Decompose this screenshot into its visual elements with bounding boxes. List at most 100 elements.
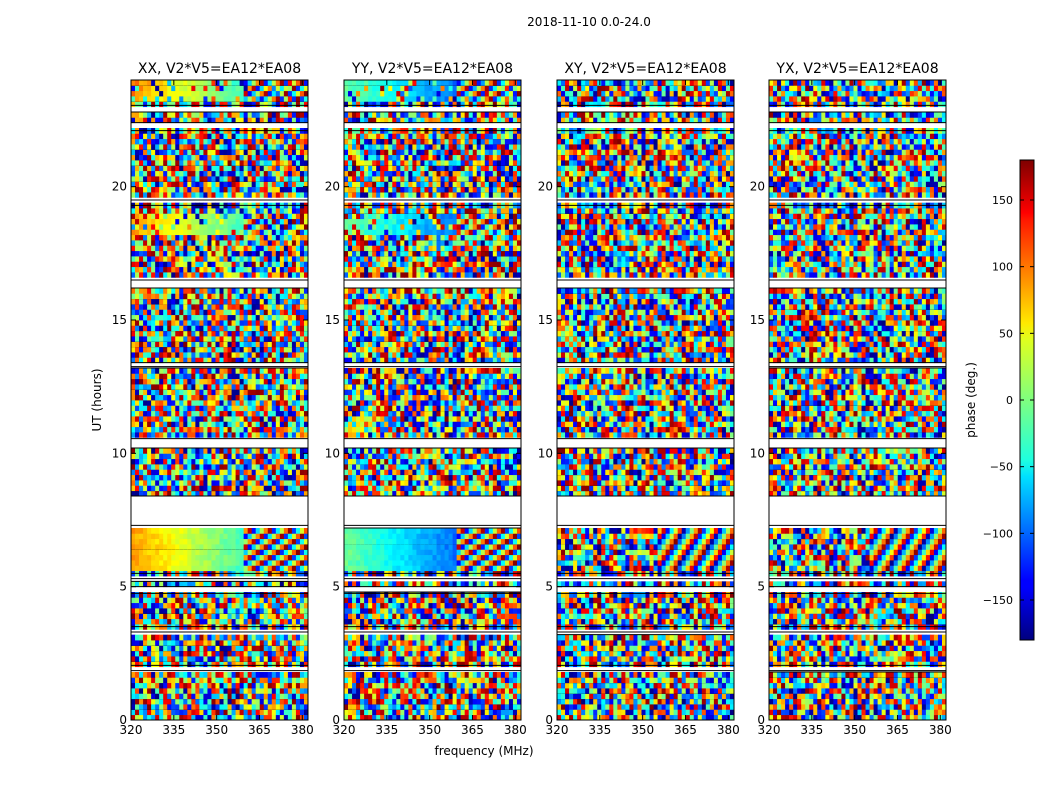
heatmap-cell <box>264 475 268 481</box>
heatmap-cell <box>183 101 187 107</box>
heatmap-cell <box>276 459 280 465</box>
heatmap-cell <box>284 448 288 454</box>
heatmap-cell <box>175 171 179 177</box>
heatmap-cell <box>211 683 215 689</box>
heatmap-cell <box>195 213 199 219</box>
heatmap-cell <box>276 411 280 417</box>
heatmap-cell <box>167 421 171 427</box>
heatmap-cell <box>195 368 199 374</box>
heatmap-cell <box>300 288 304 294</box>
heatmap-cell <box>428 699 432 705</box>
heatmap-cell <box>147 256 151 262</box>
heatmap-cell <box>155 208 159 214</box>
heatmap-cell <box>147 112 151 118</box>
heatmap-cell <box>252 341 256 347</box>
heatmap-cell <box>211 288 215 294</box>
heatmap-cell <box>139 133 143 139</box>
heatmap-cell <box>268 635 272 641</box>
heatmap-cell <box>203 288 207 294</box>
heatmap-cell <box>236 416 240 422</box>
heatmap-cell <box>428 688 432 694</box>
heatmap-cell <box>175 635 179 641</box>
heatmap-cell <box>272 160 276 166</box>
heatmap-cell <box>288 149 292 155</box>
heatmap-cell <box>195 149 199 155</box>
heatmap-cell <box>244 187 248 193</box>
heatmap-cell <box>469 688 473 694</box>
heatmap-cell <box>296 405 300 411</box>
heatmap-cell <box>300 267 304 273</box>
heatmap-cell <box>163 160 167 166</box>
heatmap-cell <box>236 405 240 411</box>
heatmap-cell <box>256 144 260 150</box>
heatmap-cell <box>183 149 187 155</box>
heatmap-cell <box>135 149 139 155</box>
heatmap-cell <box>256 229 260 235</box>
heatmap-cell <box>159 171 163 177</box>
heatmap-cell <box>147 693 151 699</box>
heatmap-cell <box>224 597 228 603</box>
heatmap-cell <box>252 272 256 278</box>
heatmap-cell <box>252 565 256 571</box>
heatmap-cell <box>135 171 139 177</box>
heatmap-cell <box>187 432 191 438</box>
heatmap-cell <box>252 373 256 379</box>
heatmap-cell <box>236 603 240 609</box>
heatmap-cell <box>288 368 292 374</box>
heatmap-cell <box>300 261 304 267</box>
heatmap-cell <box>256 272 260 278</box>
heatmap-cell <box>232 539 236 545</box>
heatmap-cell <box>240 149 244 155</box>
heatmap-cell <box>256 160 260 166</box>
heatmap-cell <box>131 709 135 715</box>
heatmap-cell <box>288 453 292 459</box>
heatmap-cell <box>260 213 264 219</box>
heatmap-cell <box>276 187 280 193</box>
heatmap-cell <box>260 192 264 198</box>
heatmap-cell <box>167 240 171 246</box>
heatmap-cell <box>240 704 244 710</box>
heatmap-cell <box>203 672 207 678</box>
heatmap-cell <box>248 149 252 155</box>
heatmap-cell <box>147 315 151 321</box>
panel-2: YY, V2*V5=EA12*EA08320 335 350 365 380051015… <box>325 61 527 737</box>
heatmap-cell <box>232 709 236 715</box>
heatmap-cell <box>424 661 428 667</box>
heatmap-cell <box>135 661 139 667</box>
heatmap-cell <box>187 485 191 491</box>
heatmap-cell <box>207 704 211 710</box>
heatmap-cell <box>155 379 159 385</box>
heatmap-cell <box>159 133 163 139</box>
heatmap-cell <box>187 352 191 358</box>
heatmap-cell <box>260 677 264 683</box>
heatmap-cell <box>232 528 236 534</box>
heatmap-cell <box>199 661 203 667</box>
heatmap-cell <box>220 304 224 310</box>
heatmap-cell <box>155 133 159 139</box>
heatmap-cell <box>300 688 304 694</box>
heatmap-cell <box>207 485 211 491</box>
heatmap-cell <box>211 427 215 433</box>
heatmap-cell <box>276 347 280 353</box>
heatmap-cell <box>135 373 139 379</box>
heatmap-cell <box>224 85 228 91</box>
heatmap-cell <box>244 96 248 102</box>
heatmap-cell <box>264 181 268 187</box>
heatmap-cell <box>155 709 159 715</box>
heatmap-cell <box>163 379 167 385</box>
heatmap-cell <box>163 213 167 219</box>
heatmap-cell <box>131 101 135 107</box>
heatmap-cell <box>252 416 256 422</box>
heatmap-cell <box>481 693 485 699</box>
heatmap-cell <box>199 608 203 614</box>
heatmap-cell <box>288 469 292 475</box>
heatmap-cell <box>224 133 228 139</box>
heatmap-cell <box>272 267 276 273</box>
heatmap-cell <box>296 176 300 182</box>
heatmap-cell <box>272 475 276 481</box>
heatmap-cell <box>183 688 187 694</box>
heatmap-cell <box>203 112 207 118</box>
heatmap-cell <box>224 672 228 678</box>
heatmap-cell <box>268 293 272 299</box>
heatmap-cell <box>199 320 203 326</box>
